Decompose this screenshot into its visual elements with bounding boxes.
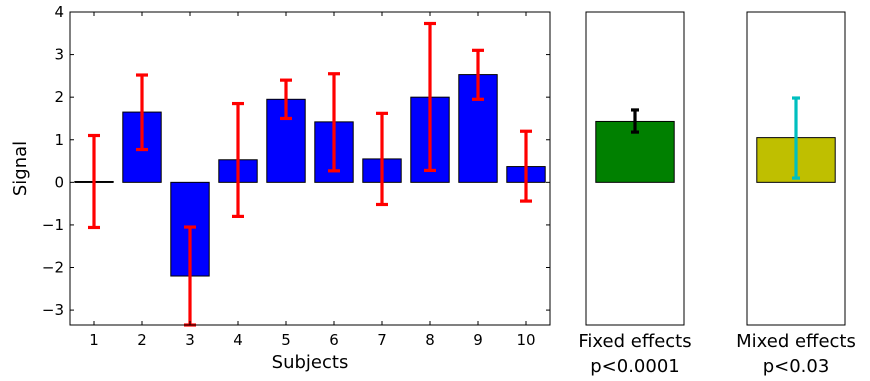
x-tick-label: 8 [425, 331, 435, 349]
x-tick-label: 9 [473, 331, 483, 349]
x-tick-label: 1 [89, 331, 99, 349]
subjects-panel: −3 −2 −1 0 1 2 3 4 1 2 3 4 5 6 7 8 9 10 Subjects Signal [10, 3, 551, 373]
y-axis-label: Signal [10, 141, 31, 196]
x-tick-label: 4 [233, 331, 243, 349]
mixed-effects-label: Mixed effects [736, 331, 856, 352]
x-tick-label: 3 [185, 331, 195, 349]
fixed-effects-error-bars [631, 108, 639, 134]
y-tick-label: 4 [54, 3, 64, 21]
x-axis-ticks: 1 2 3 4 5 6 7 8 9 10 [89, 12, 536, 349]
y-tick-label: −1 [42, 216, 64, 234]
y-tick-label: 1 [54, 131, 64, 149]
y-axis-ticks: −3 −2 −1 0 1 2 3 4 [42, 3, 550, 319]
x-tick-label: 10 [516, 331, 535, 349]
y-tick-label: −2 [42, 259, 64, 277]
x-axis-label: Subjects [272, 352, 349, 373]
fixed-effects-label: Fixed effects [578, 331, 691, 352]
x-tick-label: 2 [137, 331, 147, 349]
fixed-effects-axes-frame [585, 11, 685, 326]
subject-error-bars [88, 21, 532, 327]
subject-bars [74, 74, 546, 277]
y-tick-label: 3 [54, 46, 64, 64]
mixed-effects-panel: Mixed effects p<0.03 [736, 11, 856, 377]
y-tick-label: 0 [54, 173, 64, 191]
fixed-effects-panel: Fixed effects p<0.0001 [578, 11, 692, 377]
fixed-effects-p-value: p<0.0001 [590, 356, 680, 377]
mixed-effects-p-value: p<0.03 [763, 356, 830, 377]
mixed-effects-error-bars [792, 96, 800, 180]
y-tick-label: −3 [42, 301, 64, 319]
x-tick-label: 6 [329, 331, 339, 349]
mixed-effects-axes-frame [746, 11, 846, 326]
subjects-axes-frame [69, 11, 551, 326]
x-tick-label: 7 [377, 331, 387, 349]
x-tick-label: 5 [281, 331, 291, 349]
y-tick-label: 2 [54, 88, 64, 106]
